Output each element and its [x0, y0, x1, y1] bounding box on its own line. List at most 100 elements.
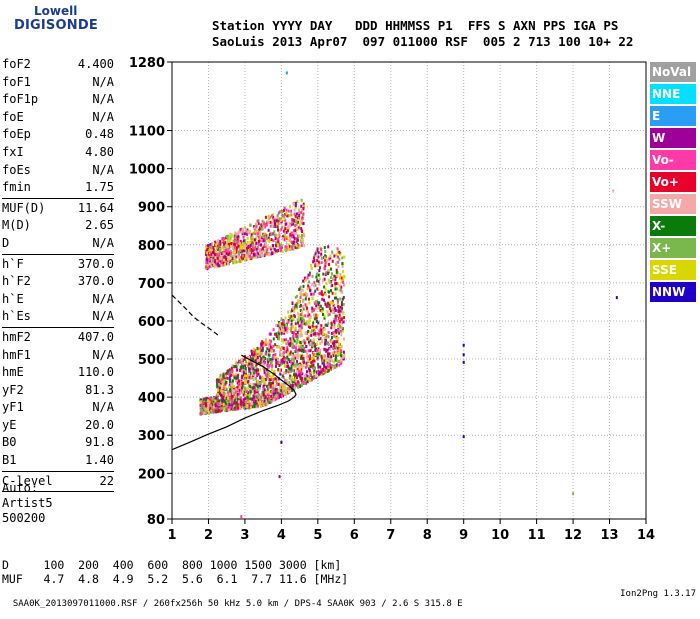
echo-point: [318, 350, 321, 354]
echo-point: [270, 362, 273, 366]
legend-item: Vo-: [650, 150, 696, 170]
legend-item: E: [650, 106, 696, 126]
echo-point: [323, 314, 326, 318]
echo-point: [221, 239, 224, 243]
echo-point: [300, 371, 303, 374]
echo-point: [259, 361, 262, 365]
echo-point: [265, 389, 268, 393]
echo-point: [233, 406, 236, 410]
echo-point: [337, 359, 340, 363]
echo-point: [308, 301, 311, 305]
echo-point: [257, 230, 260, 234]
echo-point: [261, 392, 264, 396]
echo-point: [305, 373, 308, 377]
echo-point: [257, 221, 260, 225]
echo-point: [282, 229, 285, 233]
echo-point: [260, 343, 263, 347]
echo-point: [225, 408, 228, 412]
echo-point: [231, 257, 234, 261]
echo-point: [217, 383, 220, 387]
echo-point: [229, 396, 232, 400]
echo-point: [316, 320, 318, 323]
echo-point: [236, 386, 239, 390]
echo-point: [221, 246, 224, 250]
echo-point: [297, 299, 300, 303]
echo-point: [277, 382, 280, 386]
echo-point: [321, 359, 324, 363]
echo-point: [220, 379, 223, 383]
echo-point: [210, 410, 213, 414]
echo-point: [283, 349, 286, 353]
echo-point: [204, 410, 207, 414]
echo-point: [329, 254, 332, 258]
echo-point: [278, 350, 281, 354]
echo-point: [326, 352, 329, 356]
echo-point: [257, 347, 260, 351]
echo-point: [288, 221, 291, 225]
echo-point: [279, 219, 282, 222]
echo-point: [324, 342, 327, 346]
echo-point: [245, 227, 248, 231]
echo-point: [278, 322, 281, 326]
echo-point: [319, 341, 322, 345]
echo-point: [282, 387, 284, 391]
echo-point: [258, 352, 261, 356]
echo-point: [253, 347, 256, 351]
echo-point: [283, 217, 286, 221]
sparse-echo-point: [572, 492, 575, 496]
echo-point: [272, 217, 275, 221]
echo-point: [338, 363, 341, 367]
echo-point: [272, 392, 275, 396]
echo-point: [263, 371, 266, 375]
echo-point: [294, 382, 297, 386]
echo-point: [294, 322, 297, 326]
echo-point: [279, 229, 281, 233]
echo-point: [246, 398, 249, 401]
x-tick-label: 6: [350, 528, 359, 543]
echo-point: [336, 247, 339, 251]
echo-point: [251, 235, 254, 239]
echo-point: [296, 294, 299, 298]
echo-point: [220, 263, 223, 267]
echo-point: [279, 386, 282, 390]
echo-point: [246, 380, 249, 384]
echo-point: [260, 236, 263, 239]
echo-point: [259, 235, 262, 239]
echo-point: [307, 359, 310, 362]
echo-point: [321, 293, 324, 297]
echo-point: [230, 382, 233, 386]
echo-point: [254, 402, 257, 406]
echo-point: [321, 328, 324, 332]
echo-point: [313, 284, 316, 288]
echo-point: [300, 379, 303, 382]
param-name: M(D): [2, 218, 31, 233]
echo-point: [277, 244, 280, 248]
echo-point: [244, 364, 246, 368]
echo-point: [228, 405, 231, 409]
echo-point: [281, 374, 284, 378]
echo-point: [292, 343, 295, 347]
echo-point: [330, 267, 332, 271]
echo-point: [242, 398, 245, 402]
echo-point: [298, 324, 301, 328]
echo-point: [314, 348, 317, 352]
param-name: fmin: [2, 180, 31, 195]
echo-point: [296, 228, 299, 231]
echo-point: [240, 402, 242, 406]
header-row-2: SaoLuis 2013 Apr07 097 011000 RSF 005 2 …: [212, 34, 634, 49]
y-tick-label: 200: [138, 467, 165, 482]
echo-point: [304, 331, 307, 335]
echo-point: [317, 263, 320, 267]
param-name: B1: [2, 453, 17, 468]
echo-point: [249, 243, 252, 247]
echo-point: [342, 278, 345, 282]
echo-point: [230, 373, 233, 377]
echo-point: [281, 215, 284, 219]
echo-point: [302, 314, 305, 318]
echo-point: [298, 300, 301, 304]
echo-point: [231, 379, 234, 383]
echo-point: [284, 213, 287, 217]
echo-point: [214, 404, 217, 408]
echo-point: [331, 336, 333, 340]
echo-point: [245, 390, 248, 394]
